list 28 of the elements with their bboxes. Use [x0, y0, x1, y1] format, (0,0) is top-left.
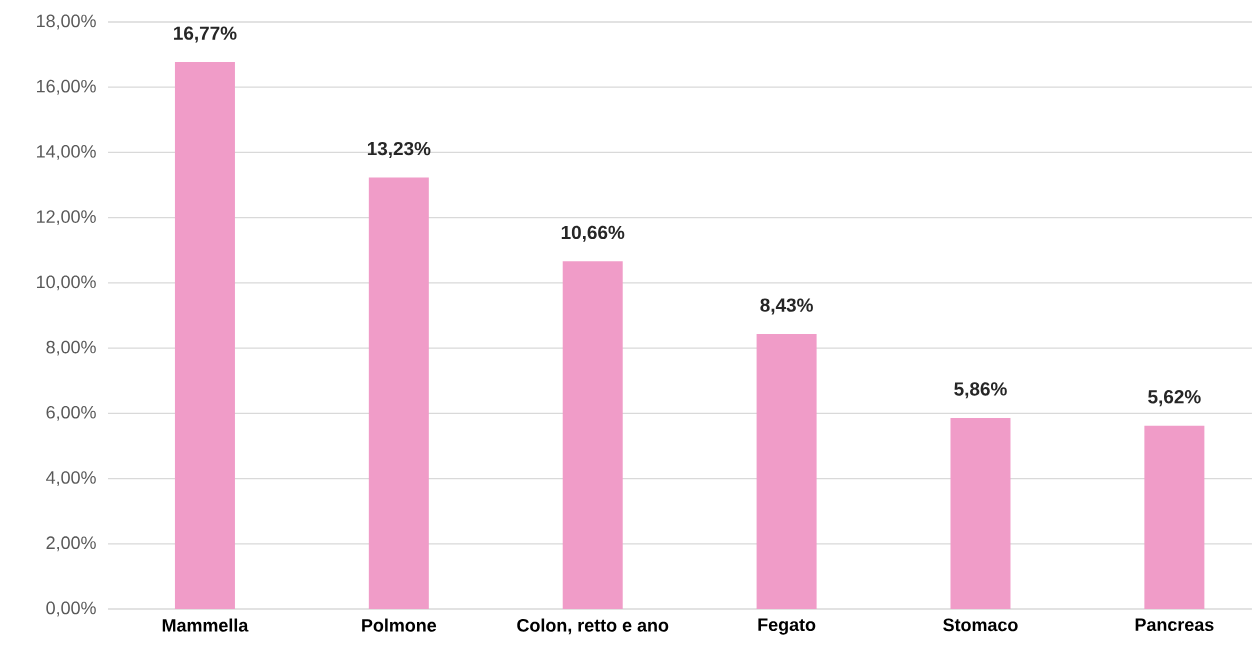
bar	[1144, 425, 1205, 609]
data-label: 10,66%	[561, 225, 625, 242]
y-tick-label: 2,00%	[46, 536, 96, 552]
y-tick-label: 10,00%	[37, 275, 96, 291]
bar	[368, 177, 429, 609]
x-tick-label: Pancreas	[1135, 618, 1214, 632]
x-tick-label: Stomaco	[943, 618, 1018, 632]
y-tick-label: 12,00%	[37, 210, 96, 226]
data-label: 13,23%	[367, 141, 431, 159]
x-tick-label: Colon, retto e ano	[517, 618, 669, 635]
bar	[562, 261, 623, 609]
x-tick-label: Fegato	[758, 618, 816, 635]
data-label: 8,43%	[760, 298, 813, 315]
y-tick-label: 16,00%	[37, 79, 96, 95]
y-tick-label: 0,00%	[46, 601, 96, 617]
y-tick-label: 14,00%	[37, 145, 96, 160]
bar	[756, 334, 817, 609]
x-tick-label: Polmone	[362, 618, 437, 632]
x-tick-label: Mammella	[162, 618, 249, 632]
y-tick-label: 8,00%	[46, 340, 96, 356]
bar	[174, 62, 235, 609]
data-label: 5,62%	[1148, 390, 1201, 407]
bar	[950, 417, 1011, 609]
data-label: 16,77%	[174, 26, 237, 43]
y-tick-label: 4,00%	[46, 471, 96, 486]
y-tick-label: 18,00%	[37, 14, 96, 30]
data-label: 5,86%	[954, 382, 1007, 399]
y-tick-label: 6,00%	[46, 405, 96, 421]
